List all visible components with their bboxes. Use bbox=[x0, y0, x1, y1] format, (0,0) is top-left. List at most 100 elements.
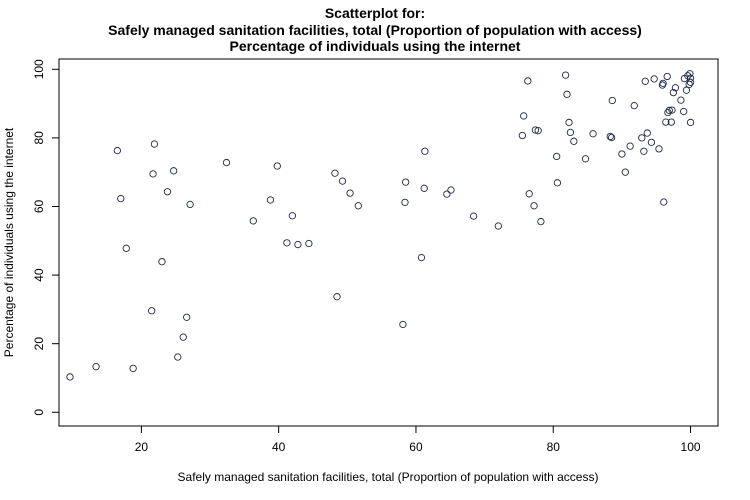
data-point bbox=[686, 78, 695, 86]
data-point bbox=[671, 84, 680, 92]
data-points bbox=[66, 70, 695, 381]
data-point bbox=[273, 162, 281, 170]
data-point bbox=[469, 212, 478, 220]
data-point bbox=[677, 96, 685, 104]
x-tick-label: 100 bbox=[681, 440, 701, 454]
data-point bbox=[686, 70, 694, 78]
y-tick-label: 20 bbox=[32, 337, 46, 351]
x-tick-label: 60 bbox=[409, 440, 423, 454]
y-tick-label: 40 bbox=[32, 268, 46, 282]
y-axis: 0 20 40 60 80 100 bbox=[32, 59, 60, 416]
data-point bbox=[179, 333, 187, 341]
data-point bbox=[659, 79, 667, 88]
data-point bbox=[618, 150, 626, 158]
data-point bbox=[531, 126, 540, 134]
chart-title-line-2: Safely managed sanitation facilities, to… bbox=[108, 21, 642, 38]
y-tick-label: 0 bbox=[32, 409, 46, 416]
data-point bbox=[417, 253, 426, 262]
y-tick-label: 100 bbox=[32, 59, 46, 79]
data-point bbox=[553, 179, 562, 187]
data-point bbox=[305, 239, 313, 248]
data-point bbox=[183, 313, 191, 321]
data-point bbox=[331, 169, 339, 177]
data-point bbox=[553, 152, 561, 161]
data-point bbox=[565, 118, 573, 127]
data-point bbox=[686, 118, 695, 127]
data-point bbox=[655, 145, 663, 153]
data-point bbox=[680, 107, 688, 116]
x-axis-title: Safely managed sanitation facilities, to… bbox=[178, 470, 599, 484]
data-point bbox=[117, 194, 125, 203]
y-tick-label: 80 bbox=[32, 131, 46, 145]
data-point bbox=[186, 200, 194, 209]
data-point bbox=[129, 364, 137, 373]
data-point bbox=[338, 177, 347, 185]
x-axis: 20 40 60 80 100 bbox=[135, 425, 701, 454]
data-point bbox=[607, 133, 616, 142]
data-point bbox=[158, 258, 166, 266]
data-point bbox=[163, 188, 172, 196]
x-tick-label: 20 bbox=[135, 440, 149, 454]
data-point bbox=[650, 75, 658, 83]
data-point bbox=[663, 72, 671, 81]
data-point bbox=[122, 244, 130, 252]
data-point bbox=[150, 140, 159, 148]
data-point bbox=[148, 307, 156, 315]
data-point bbox=[525, 190, 533, 198]
data-point bbox=[643, 129, 651, 137]
data-point bbox=[520, 112, 528, 120]
data-point bbox=[249, 217, 257, 225]
data-point bbox=[494, 222, 502, 230]
data-point bbox=[626, 142, 634, 150]
data-point bbox=[420, 184, 428, 192]
data-point bbox=[641, 77, 649, 85]
data-point bbox=[401, 198, 409, 207]
data-point bbox=[149, 170, 157, 178]
data-point bbox=[333, 293, 341, 301]
y-tick-label: 60 bbox=[32, 199, 46, 213]
data-point bbox=[664, 108, 672, 117]
data-point bbox=[581, 155, 590, 163]
data-point bbox=[667, 118, 675, 126]
data-point bbox=[402, 178, 410, 186]
data-point bbox=[174, 353, 182, 361]
data-point bbox=[638, 134, 646, 142]
data-point bbox=[686, 74, 695, 82]
data-point bbox=[421, 147, 429, 155]
data-point bbox=[608, 96, 616, 105]
data-point bbox=[92, 363, 100, 371]
data-point bbox=[630, 101, 638, 110]
data-point bbox=[682, 86, 691, 94]
data-point bbox=[566, 128, 575, 137]
data-point bbox=[589, 130, 597, 138]
data-point bbox=[283, 239, 291, 247]
data-point bbox=[660, 198, 668, 206]
data-point bbox=[669, 88, 678, 97]
data-point bbox=[524, 77, 532, 85]
data-point bbox=[443, 190, 451, 198]
data-point bbox=[518, 131, 527, 140]
data-point bbox=[354, 202, 362, 210]
data-point bbox=[534, 127, 542, 135]
data-point bbox=[640, 147, 648, 155]
x-tick-label: 80 bbox=[547, 440, 561, 454]
data-point bbox=[563, 90, 571, 98]
data-point bbox=[66, 373, 74, 381]
y-axis-title: Percentage of individuals using the inte… bbox=[2, 127, 16, 357]
data-point bbox=[530, 202, 538, 210]
data-point bbox=[346, 189, 354, 197]
data-point bbox=[169, 167, 178, 175]
data-point bbox=[399, 320, 407, 329]
chart-title-line-1: Scatterplot for: bbox=[324, 5, 426, 21]
data-point bbox=[447, 186, 455, 194]
plot-frame bbox=[58, 58, 719, 427]
data-point bbox=[662, 118, 670, 126]
data-point bbox=[561, 71, 570, 79]
data-point bbox=[665, 106, 673, 115]
data-point bbox=[668, 106, 676, 114]
chart-title-line-3: Percentage of individuals using the inte… bbox=[229, 38, 521, 54]
data-point bbox=[113, 146, 121, 155]
data-point bbox=[537, 217, 545, 226]
data-point bbox=[570, 137, 578, 145]
data-point bbox=[621, 168, 629, 176]
